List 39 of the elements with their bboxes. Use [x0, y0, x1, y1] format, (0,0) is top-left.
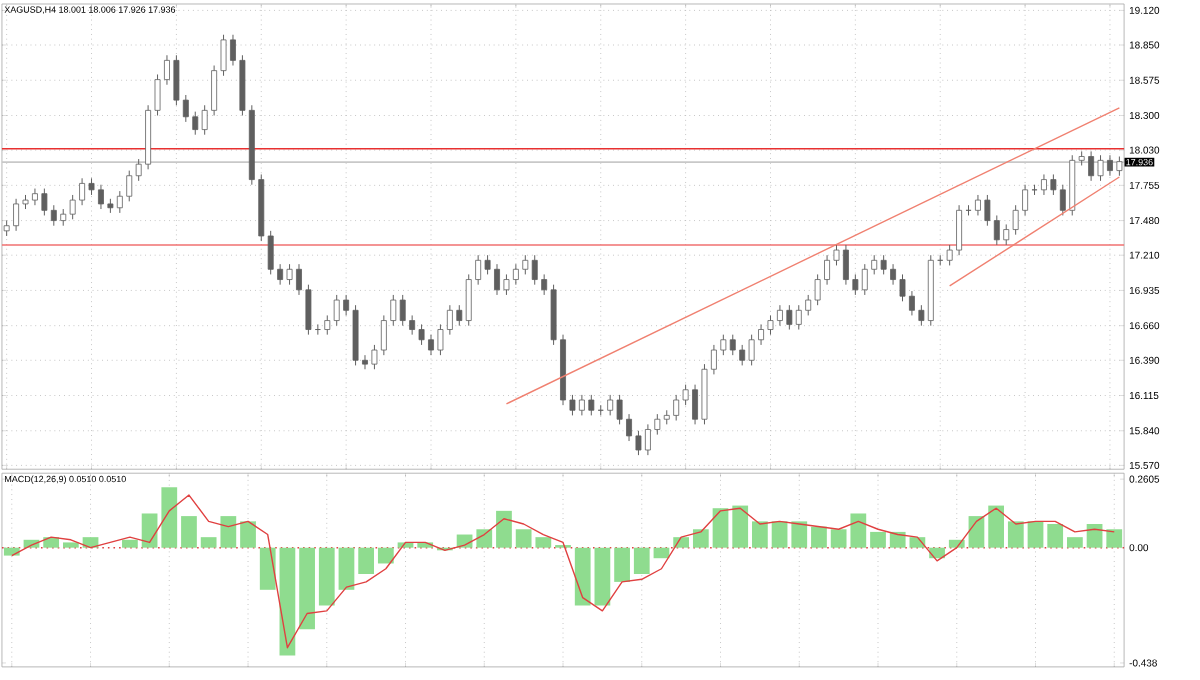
- bar: [377, 547, 394, 564]
- bar: [948, 539, 965, 548]
- bar: [496, 510, 512, 548]
- bar: [870, 531, 886, 548]
- bar: [358, 547, 375, 574]
- bar: [338, 547, 355, 590]
- bar: [968, 515, 985, 548]
- bar: [62, 542, 79, 548]
- bar: [1027, 521, 1044, 548]
- bar: [1047, 523, 1064, 548]
- bar: [1106, 528, 1123, 548]
- bar: [889, 531, 906, 548]
- bar: [574, 547, 591, 606]
- bar: [1086, 523, 1103, 548]
- bar: [3, 547, 20, 556]
- bar: [476, 528, 493, 548]
- bar: [791, 521, 808, 548]
- bar: [988, 505, 1005, 548]
- bar: [161, 486, 178, 548]
- bar: [318, 547, 335, 606]
- bar: [712, 507, 729, 548]
- candlestick: [324, 314, 331, 335]
- bar: [614, 547, 630, 582]
- bar: [240, 521, 256, 548]
- bar: [732, 505, 749, 548]
- bar: [279, 547, 296, 656]
- bar: [692, 528, 709, 548]
- bar: [594, 547, 611, 606]
- bar: [122, 539, 138, 548]
- bar: [1067, 536, 1083, 548]
- bar: [141, 513, 158, 548]
- bar: [1007, 521, 1024, 548]
- bar: [771, 521, 788, 548]
- bar: [259, 547, 276, 590]
- bar: [181, 515, 197, 548]
- bar: [633, 547, 650, 574]
- bar: [299, 547, 315, 629]
- bar: [811, 526, 827, 548]
- bar: [752, 521, 768, 548]
